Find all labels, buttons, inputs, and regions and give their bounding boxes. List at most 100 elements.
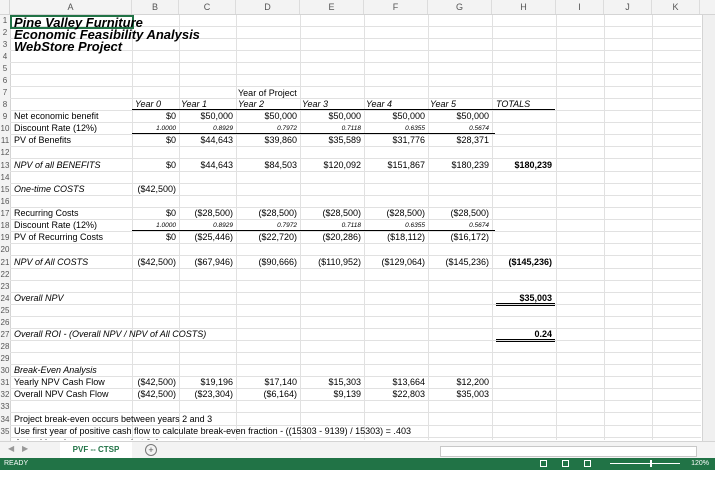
row-header-19[interactable]: 19 <box>0 233 10 242</box>
cell-r17-year-4[interactable]: ($18,112) <box>387 232 425 242</box>
column-header-i[interactable]: I <box>556 0 604 14</box>
row-header-18[interactable]: 18 <box>0 221 10 230</box>
column-header-c[interactable]: C <box>179 0 236 14</box>
cell-r30-year-2[interactable]: ($6,164) <box>263 389 297 399</box>
cell-r29-year-4[interactable]: $13,664 <box>392 377 425 387</box>
cell-r8-year-2[interactable]: 0.7972 <box>277 125 297 132</box>
cell-r19-year-0[interactable]: ($42,500) <box>137 257 176 267</box>
cell-r8-year-0[interactable]: 1.0000 <box>156 125 176 132</box>
cell-r8-year-4[interactable]: 0.6355 <box>405 125 425 132</box>
row-header-35[interactable]: 35 <box>0 427 10 436</box>
row-header-32[interactable]: 32 <box>0 390 10 399</box>
row-header-10[interactable]: 10 <box>0 124 10 133</box>
cell-r19-year-1[interactable]: ($67,946) <box>194 257 233 267</box>
column-header-g[interactable]: G <box>428 0 492 14</box>
row-header-22[interactable]: 22 <box>0 270 10 279</box>
row-header-13[interactable]: 13 <box>0 161 10 170</box>
row-header-17[interactable]: 17 <box>0 209 10 218</box>
row-header-27[interactable]: 27 <box>0 330 10 339</box>
cell-r30-year-1[interactable]: ($23,304) <box>194 389 233 399</box>
row-header-2[interactable]: 2 <box>2 28 8 37</box>
row-header-15[interactable]: 15 <box>0 185 10 194</box>
row-header-21[interactable]: 21 <box>0 258 10 267</box>
cell-r17-year-0[interactable]: $0 <box>165 232 176 242</box>
cell-r11-year-4[interactable]: $151,867 <box>387 160 425 170</box>
cell-r16-year-1[interactable]: 0.8929 <box>213 222 233 229</box>
cell-r29-year-5[interactable]: $12,200 <box>456 377 489 387</box>
row-header-33[interactable]: 33 <box>0 402 10 411</box>
cell-r19-year-5[interactable]: ($145,236) <box>445 257 489 267</box>
cell-r29-year-1[interactable]: $19,196 <box>200 377 233 387</box>
column-header-e[interactable]: E <box>300 0 364 14</box>
cell-r7-year-2[interactable]: $50,000 <box>264 111 297 121</box>
column-header-a[interactable]: A <box>10 0 132 14</box>
cell-r8-year-1[interactable]: 0.8929 <box>213 125 233 132</box>
plus-circle-icon[interactable]: + <box>145 444 157 456</box>
row-header-26[interactable]: 26 <box>0 318 10 327</box>
row-header-28[interactable]: 28 <box>0 342 10 351</box>
column-header-j[interactable]: J <box>604 0 652 14</box>
cell-r9-year-5[interactable]: $28,371 <box>456 135 489 145</box>
row-header-25[interactable]: 25 <box>0 306 10 315</box>
cell-r7-year-0[interactable]: $0 <box>165 111 176 121</box>
row-header-14[interactable]: 14 <box>0 173 10 182</box>
cell-r19-year-2[interactable]: ($90,666) <box>258 257 297 267</box>
row-header-4[interactable]: 4 <box>2 52 8 61</box>
row-header-24[interactable]: 24 <box>0 294 10 303</box>
tab-scroll-right-icon[interactable]: ▶ <box>22 444 29 453</box>
tab-scroll-left-icon[interactable]: ◀ <box>8 444 15 453</box>
cell-r19-year-4[interactable]: ($129,064) <box>381 257 425 267</box>
zoom-slider-thumb[interactable] <box>650 460 652 467</box>
row-header-29[interactable]: 29 <box>0 354 10 363</box>
row-header-31[interactable]: 31 <box>0 378 10 387</box>
row-header-9[interactable]: 9 <box>2 112 8 121</box>
cell-r7-year-1[interactable]: $50,000 <box>200 111 233 121</box>
zoom-slider[interactable] <box>610 463 680 464</box>
cell-r11-year-3[interactable]: $120,092 <box>323 160 361 170</box>
column-header-b[interactable]: B <box>132 0 179 14</box>
row-header-23[interactable]: 23 <box>0 282 10 291</box>
cell-r17-year-2[interactable]: ($22,720) <box>258 232 297 242</box>
active-cell-selection[interactable] <box>10 15 134 29</box>
cell-r16-year-2[interactable]: 0.7972 <box>277 222 297 229</box>
cell-r17-year-3[interactable]: ($20,286) <box>322 232 361 242</box>
select-all-corner[interactable] <box>0 0 10 14</box>
cell-r9-year-0[interactable]: $0 <box>165 135 176 145</box>
cell-r17-year-1[interactable]: ($25,446) <box>194 232 233 242</box>
row-header-20[interactable]: 20 <box>0 245 10 254</box>
row-header-12[interactable]: 12 <box>0 148 10 157</box>
cell-r15-year-3[interactable]: ($28,500) <box>322 208 361 218</box>
cell-r29-year-3[interactable]: $15,303 <box>328 377 361 387</box>
cell-r11-year-5[interactable]: $180,239 <box>451 160 489 170</box>
row-header-16[interactable]: 16 <box>0 197 10 206</box>
page-break-view-icon[interactable] <box>584 460 591 467</box>
cell-r9-year-2[interactable]: $39,860 <box>264 135 297 145</box>
cell-r7-year-4[interactable]: $50,000 <box>392 111 425 121</box>
cell-r15-year-0[interactable]: $0 <box>165 208 176 218</box>
cell-r19-year-3[interactable]: ($110,952) <box>318 257 361 267</box>
horizontal-scrollbar[interactable] <box>440 446 697 457</box>
cell-r16-year-4[interactable]: 0.6355 <box>405 222 425 229</box>
cell-r15-year-1[interactable]: ($28,500) <box>194 208 233 218</box>
row-header-5[interactable]: 5 <box>2 64 8 73</box>
cell-r16-year-3[interactable]: 0.7118 <box>341 222 361 229</box>
page-layout-view-icon[interactable] <box>562 460 569 467</box>
row-header-8[interactable]: 8 <box>2 100 8 109</box>
cell-r30-year-5[interactable]: $35,003 <box>456 389 489 399</box>
cell-r29-year-2[interactable]: $17,140 <box>264 377 297 387</box>
column-header-h[interactable]: H <box>492 0 556 14</box>
row-header-7[interactable]: 7 <box>2 88 8 97</box>
cell-r16-year-0[interactable]: 1.0000 <box>156 222 176 229</box>
cell-r11-year-0[interactable]: $0 <box>165 160 176 170</box>
row-header-6[interactable]: 6 <box>2 76 8 85</box>
cell-r30-year-0[interactable]: ($42,500) <box>137 389 176 399</box>
cell-r15-year-2[interactable]: ($28,500) <box>258 208 297 218</box>
cell-r8-year-3[interactable]: 0.7118 <box>341 125 361 132</box>
zoom-level[interactable]: 120% <box>691 460 709 467</box>
vertical-scrollbar[interactable] <box>702 15 715 441</box>
cell-r15-year-4[interactable]: ($28,500) <box>386 208 425 218</box>
cell-r15-year-5[interactable]: ($28,500) <box>450 208 489 218</box>
cell-r9-year-3[interactable]: $35,589 <box>328 135 361 145</box>
column-header-k[interactable]: K <box>652 0 700 14</box>
cell-r30-year-3[interactable]: $9,139 <box>333 389 361 399</box>
